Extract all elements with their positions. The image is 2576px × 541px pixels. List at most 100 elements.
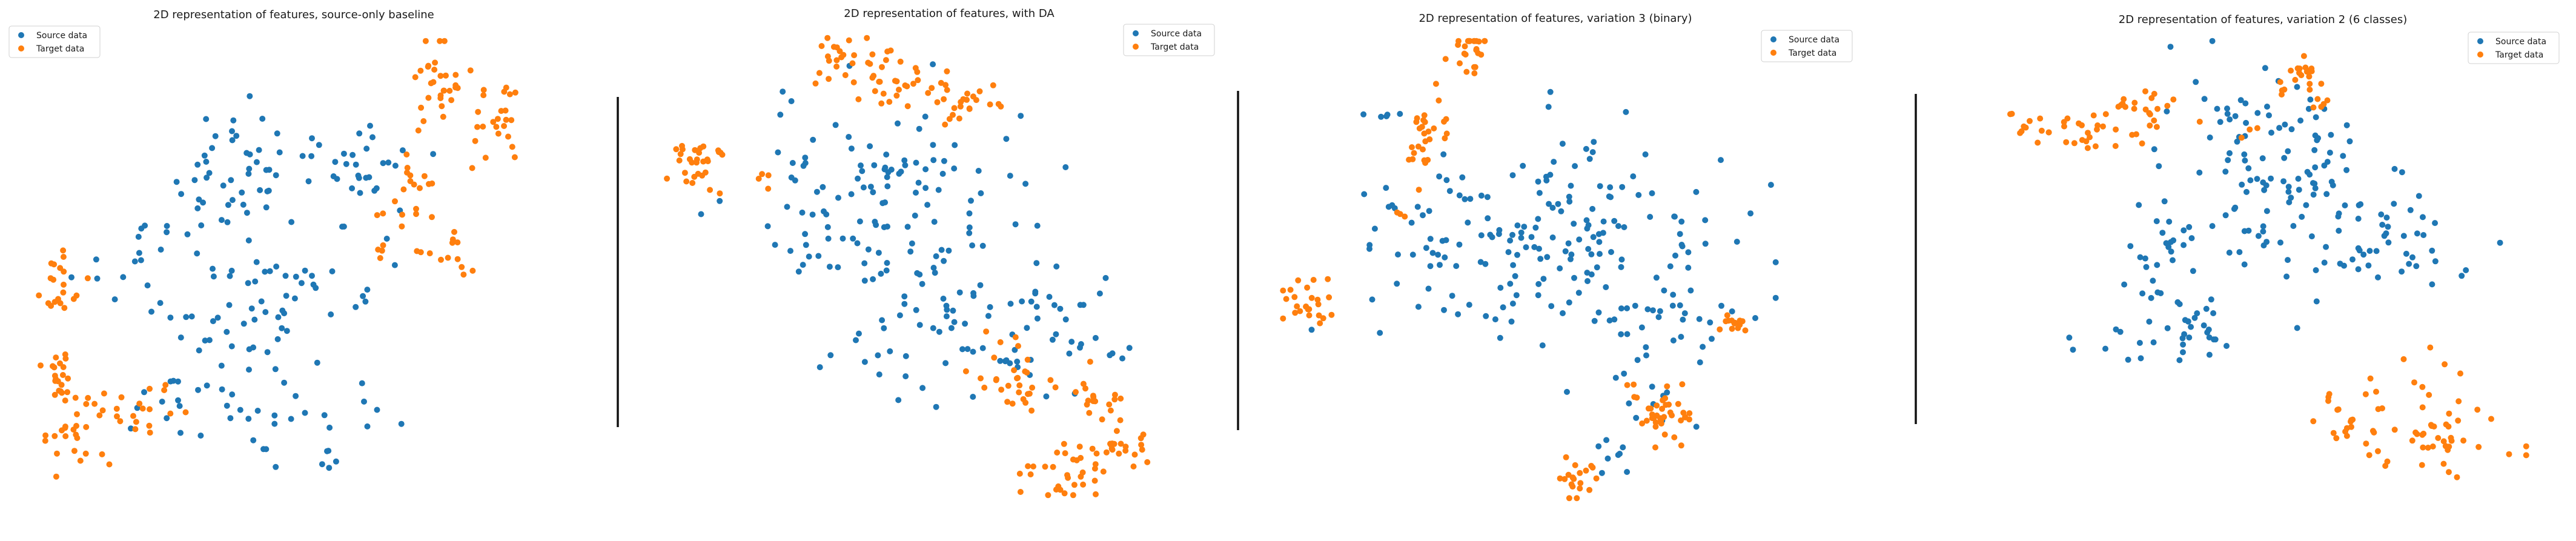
chart-2-source-point — [959, 346, 965, 353]
chart-2-source-point — [883, 267, 890, 274]
chart-1-source-point — [175, 378, 181, 385]
chart-3-source-point — [1678, 334, 1684, 340]
chart-3-source-point — [1595, 309, 1602, 316]
chart-4-source-point — [2260, 179, 2266, 186]
chart-2-source-point — [855, 175, 861, 182]
chart-3-source-point — [1611, 316, 1618, 323]
chart-2-source-point — [799, 209, 806, 216]
chart-4-source-point — [2146, 318, 2153, 325]
chart-1-source-point — [195, 387, 201, 393]
chart-2-source-point — [1028, 298, 1035, 305]
chart-1-target-point — [118, 394, 125, 400]
chart-2-source-point — [839, 235, 846, 242]
chart-1-source-point — [326, 424, 333, 431]
chart-2-target-point — [929, 85, 935, 91]
chart-4-target-point — [2303, 68, 2310, 75]
chart-2-target-point — [946, 116, 953, 122]
chart-3-source-point — [1482, 261, 1489, 267]
chart-1-target-point — [147, 430, 153, 436]
chart-3-target-point — [1422, 138, 1429, 145]
chart-1-source-point — [239, 189, 245, 196]
chart-4-target-point — [2414, 431, 2420, 437]
chart-3-source-point — [1383, 185, 1389, 191]
chart-2-target-point — [880, 90, 887, 97]
chart-4-target-point — [2460, 437, 2467, 444]
chart-1-source-point — [363, 174, 369, 181]
chart-3-source-point — [1535, 216, 1541, 222]
chart-4-source-point — [2148, 294, 2154, 301]
chart-3-source-point — [1643, 352, 1649, 359]
chart-1-source-point — [218, 362, 225, 369]
chart-3-target-point — [1431, 125, 1437, 131]
chart-3-source-point — [1543, 177, 1550, 184]
chart-1-target-point — [505, 133, 511, 140]
panel-2: 2D representation of features, with DA S… — [664, 7, 1215, 499]
chart-1-target-point — [380, 210, 386, 217]
chart-3-source-point — [1536, 190, 1543, 196]
chart-1-target-point — [506, 91, 513, 98]
chart-1-target-point — [454, 256, 461, 262]
chart-3-source-point — [1624, 305, 1631, 311]
chart-2-target-point — [849, 60, 856, 67]
chart-4-source-point — [2203, 305, 2210, 312]
chart-1-target-point — [404, 169, 410, 176]
chart-4-legend-source-label: Source data — [2495, 37, 2546, 47]
chart-2-target-point — [869, 75, 876, 81]
chart-3-source-point — [1497, 334, 1503, 341]
chart-4-source-point — [2255, 233, 2262, 239]
chart-4-source-point — [2165, 244, 2172, 250]
chart-4-target-point — [2090, 112, 2097, 119]
chart-2-target-point — [677, 151, 684, 158]
chart-1-source-point — [319, 461, 325, 468]
chart-2-target-point — [1045, 492, 1051, 499]
chart-2-source-point — [835, 264, 841, 271]
chart-4-target-point — [2435, 435, 2442, 441]
chart-2-target-point — [1011, 367, 1018, 374]
chart-2-target-point — [846, 37, 852, 44]
chart-4-source-point — [2191, 314, 2198, 321]
chart-2-target-point — [1111, 396, 1118, 403]
chart-2-legend: Source data Target data — [1123, 24, 1215, 56]
chart-3-source-point — [1709, 336, 1715, 342]
chart-2-source-point — [1024, 325, 1030, 331]
chart-3-source-point — [1598, 470, 1605, 476]
chart-3-source-point — [1544, 254, 1551, 261]
chart-1-target-point — [417, 185, 423, 191]
chart-4-source-point — [2337, 261, 2343, 267]
chart-1-source-point — [229, 137, 236, 144]
chart-4-source-point — [2323, 191, 2330, 197]
chart-2-target-point — [1117, 395, 1124, 402]
chart-3-legend-target-marker — [1770, 50, 1776, 56]
chart-3-source-point — [1509, 172, 1516, 179]
chart-3-target-point — [1662, 395, 1669, 402]
chart-1-source-point — [157, 300, 164, 307]
chart-1-source-point — [191, 177, 198, 184]
chart-3-source-point — [1409, 251, 1416, 258]
chart-1-target-point — [399, 223, 405, 230]
chart-4-source-point — [2143, 264, 2150, 270]
chart-2-source-point — [997, 357, 1004, 364]
chart-4-source-point — [2176, 301, 2183, 307]
chart-2-source-point — [932, 270, 938, 276]
chart-2-target-point — [1015, 343, 1021, 350]
chart-4-target-point — [2409, 437, 2415, 444]
chart-3-target-point — [1411, 150, 1417, 156]
chart-4-source-point — [2420, 232, 2427, 238]
chart-1-target-point — [162, 382, 169, 388]
chart-4-source-point — [2241, 261, 2248, 268]
chart-2-source-point — [854, 240, 861, 247]
chart-4-source-point — [2432, 258, 2439, 265]
chart-1-source-point — [225, 202, 231, 208]
chart-2-target-point — [812, 80, 819, 87]
chart-3-source-point — [1635, 191, 1642, 198]
chart-2-target-point — [765, 185, 772, 192]
chart-1-source-point — [228, 177, 234, 184]
chart-1-target-point — [432, 59, 439, 66]
chart-2-source-point — [970, 293, 977, 299]
chart-4-target-point — [2292, 76, 2299, 83]
chart-4-source-point — [2206, 351, 2213, 358]
chart-3-source-point — [1459, 174, 1466, 181]
chart-3-target-point — [1729, 325, 1735, 332]
chart-1-source-point — [369, 134, 376, 141]
chart-2-target-point — [755, 176, 762, 182]
